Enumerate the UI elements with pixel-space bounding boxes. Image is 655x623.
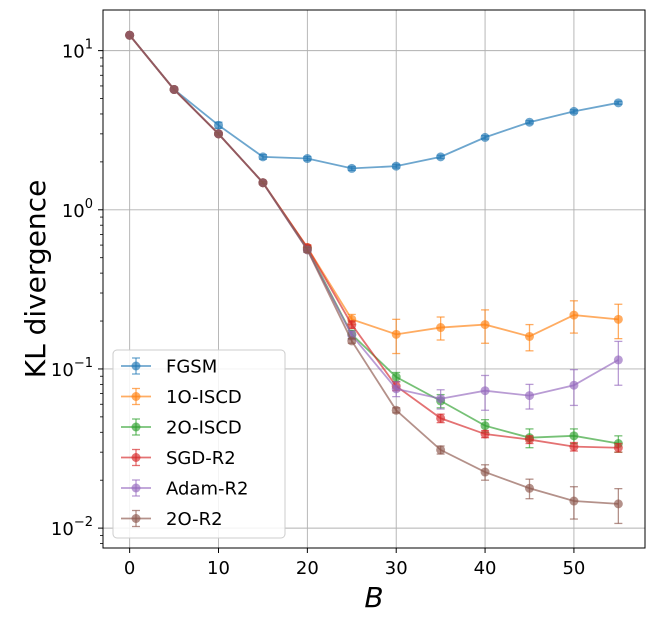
data-point (125, 30, 135, 40)
data-point (214, 129, 224, 139)
legend-item: 2O-ISCD (121, 418, 242, 439)
legend-marker (131, 392, 141, 401)
data-point (347, 336, 357, 346)
x-tick-label: 30 (385, 558, 408, 579)
data-point (524, 331, 534, 341)
legend-label: 2O-R2 (166, 509, 223, 530)
legend-item: 2O-R2 (121, 509, 223, 530)
legend-marker (131, 483, 141, 493)
series-FGSM (125, 30, 623, 173)
data-point (391, 405, 401, 415)
series-layer (125, 30, 623, 525)
legend-item: Adam-R2 (121, 479, 248, 500)
legend: FGSM 1O-ISCD 2O-ISCD SGD-R2 Adam-R2 2O-R2 (112, 349, 286, 539)
data-point (391, 372, 401, 382)
data-point (569, 442, 579, 452)
data-point (214, 120, 224, 130)
data-point (524, 117, 534, 127)
data-point (258, 152, 268, 162)
data-point (436, 152, 446, 162)
data-point (480, 421, 490, 431)
x-axis-label: B (364, 581, 383, 614)
x-tick-label: 10 (207, 558, 230, 579)
data-point (613, 314, 623, 324)
y-tick-label: 10−2 (51, 515, 93, 540)
data-point (613, 499, 623, 509)
series-1O-ISCD (125, 30, 623, 355)
data-point (569, 431, 579, 441)
data-point (613, 98, 623, 108)
y-tick-label: 101 (62, 38, 93, 63)
data-point (258, 178, 268, 188)
legend-label: Adam-R2 (166, 479, 248, 500)
legend-item: SGD-R2 (121, 448, 236, 469)
data-point (480, 429, 490, 439)
data-point (480, 386, 490, 396)
legend-item: 1O-ISCD (121, 387, 242, 408)
data-point (436, 323, 446, 333)
data-point (436, 445, 446, 455)
data-point (302, 154, 312, 164)
legend-label: FGSM (166, 357, 217, 378)
data-point (524, 435, 534, 445)
data-point (480, 320, 490, 330)
data-point (436, 394, 446, 404)
data-point (347, 163, 357, 173)
x-tick-label: 0 (124, 558, 135, 579)
y-tick-label: 10−1 (51, 356, 93, 381)
legend-item: FGSM (121, 357, 217, 378)
plot-frame (102, 9, 646, 549)
legend-label: 2O-ISCD (166, 418, 242, 439)
data-point (569, 380, 579, 390)
series-line (128, 34, 619, 338)
data-point (524, 483, 534, 493)
legend-label: 1O-ISCD (166, 387, 242, 408)
ticks: 0 10 20 30 40 50 10−2 10−1 100 101 (51, 38, 585, 579)
data-point (569, 106, 579, 116)
legend-marker (131, 422, 141, 432)
data-point (524, 391, 534, 401)
data-point (613, 355, 623, 365)
x-tick-label: 20 (296, 558, 319, 579)
y-axis-label: KL divergence (19, 180, 52, 379)
data-point (569, 496, 579, 506)
data-point (436, 413, 446, 423)
series-2O-R2 (125, 30, 623, 525)
data-point (613, 443, 623, 453)
legend-marker (131, 361, 141, 371)
data-point (391, 161, 401, 171)
series-line (128, 34, 619, 400)
data-point (480, 132, 490, 142)
data-point (391, 329, 401, 339)
data-point (391, 384, 401, 394)
x-tick-label: 50 (562, 558, 585, 579)
x-tick-label: 40 (474, 558, 497, 579)
y-tick-label: 100 (62, 197, 93, 222)
series-line (128, 34, 619, 505)
data-point (302, 245, 312, 255)
legend-marker (131, 453, 141, 462)
legend-box (112, 349, 286, 539)
legend-label: SGD-R2 (166, 448, 236, 469)
data-point (480, 467, 490, 477)
legend-marker (131, 514, 141, 523)
series-line (128, 34, 619, 170)
data-point (169, 84, 179, 94)
data-point (347, 320, 357, 330)
data-point (569, 310, 579, 320)
